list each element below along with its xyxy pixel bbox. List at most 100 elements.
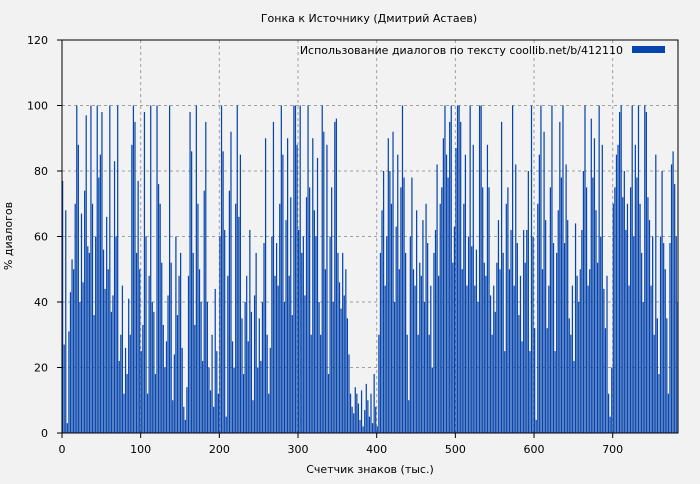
bar <box>277 285 279 433</box>
bar <box>510 229 512 433</box>
bar <box>214 288 216 433</box>
bar <box>647 197 649 433</box>
bar <box>609 416 611 433</box>
x-tick-label: 200 <box>209 443 230 456</box>
bar <box>310 334 312 433</box>
bar <box>659 236 662 433</box>
bar <box>309 187 311 433</box>
bar <box>439 203 441 433</box>
bar <box>222 151 224 433</box>
bar <box>200 302 202 433</box>
bar <box>68 331 70 433</box>
bar <box>556 252 558 433</box>
bar <box>154 374 157 433</box>
bar <box>600 236 602 433</box>
bar <box>66 423 68 433</box>
bar <box>294 105 297 433</box>
bar <box>364 410 366 433</box>
bar <box>168 105 171 433</box>
bar <box>359 419 361 433</box>
bar <box>376 426 378 433</box>
bar <box>526 229 528 433</box>
bar <box>655 154 657 433</box>
bar <box>634 144 636 434</box>
bar <box>508 269 511 433</box>
legend: Использование диалогов по тексту coollib… <box>300 44 665 57</box>
bar <box>464 154 467 433</box>
bar <box>466 285 468 433</box>
bar <box>406 334 408 433</box>
bar <box>438 275 440 433</box>
bar <box>118 360 120 433</box>
bar <box>313 210 315 433</box>
bar <box>521 341 523 433</box>
bar <box>669 243 671 433</box>
bar <box>417 334 419 433</box>
bar <box>345 269 347 433</box>
bar <box>615 154 618 433</box>
y-tick-label: 20 <box>34 362 48 375</box>
bar <box>211 334 213 433</box>
bar <box>596 262 599 433</box>
bar <box>642 302 644 433</box>
bar <box>674 184 676 433</box>
bar <box>236 105 238 433</box>
bar <box>315 236 317 433</box>
bar <box>106 216 108 433</box>
bar <box>475 249 478 433</box>
bar <box>272 121 275 433</box>
bar <box>183 406 185 433</box>
bar <box>458 105 460 433</box>
bar <box>579 269 581 433</box>
bar <box>371 423 374 433</box>
bar <box>115 236 117 433</box>
bar <box>666 318 668 433</box>
bar <box>433 252 435 433</box>
bar <box>441 187 443 433</box>
bar <box>107 269 109 433</box>
bar <box>85 115 87 433</box>
bar <box>95 236 97 433</box>
bar <box>513 285 515 433</box>
bar <box>546 328 548 433</box>
bar <box>537 203 539 433</box>
bar <box>121 285 124 433</box>
bar <box>241 318 243 433</box>
bar <box>370 393 372 433</box>
bar <box>287 138 289 433</box>
bar <box>209 390 212 433</box>
bar <box>425 203 427 433</box>
bar <box>636 177 638 433</box>
bar <box>117 105 119 433</box>
bar <box>653 334 655 433</box>
bar <box>134 121 136 433</box>
bar <box>244 302 246 433</box>
bar <box>186 387 188 433</box>
bar <box>552 243 555 433</box>
bar <box>298 229 300 433</box>
bar <box>349 393 352 433</box>
legend-swatch <box>632 46 665 53</box>
bar <box>180 252 182 433</box>
bar <box>419 262 421 433</box>
bar <box>255 252 257 433</box>
bar <box>126 374 128 433</box>
bar <box>88 252 90 433</box>
bar <box>408 400 410 433</box>
bar <box>337 252 339 433</box>
bar <box>206 302 208 433</box>
bar <box>578 302 580 433</box>
bar <box>362 426 364 433</box>
bar <box>156 105 158 433</box>
bar <box>639 203 641 433</box>
bar <box>589 269 591 433</box>
bar <box>452 262 454 433</box>
bar <box>434 229 437 433</box>
bar <box>574 223 577 433</box>
bar <box>447 177 449 433</box>
bar <box>381 210 383 433</box>
bar <box>329 236 331 433</box>
axis-ticks: 0 20 40 60 80 100 120 0 100 200 300 400 500 600 700 <box>27 34 623 456</box>
bar <box>271 236 273 433</box>
bar <box>239 154 242 433</box>
